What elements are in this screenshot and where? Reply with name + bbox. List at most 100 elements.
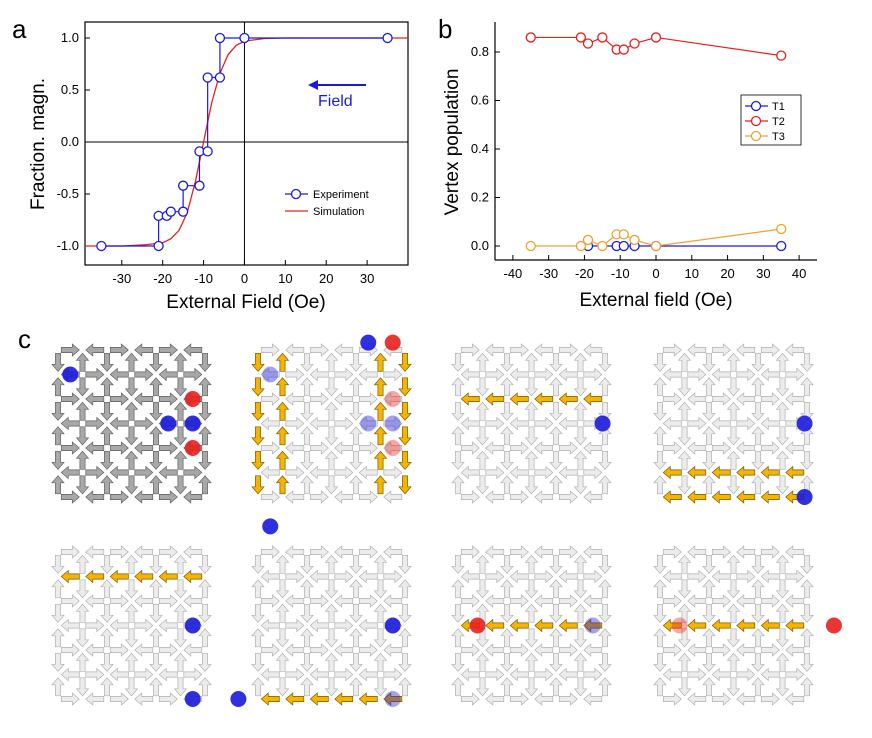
magnetic-charge-blue <box>360 334 377 351</box>
spin-arrow <box>75 677 90 697</box>
spin-arrow <box>251 352 265 372</box>
spin-arrow <box>158 692 178 706</box>
spin-arrow <box>760 392 780 406</box>
spin-arrow <box>460 569 480 584</box>
spin-arrow <box>736 490 756 504</box>
chart-a-ylabel: Fraction. magn. <box>28 78 49 210</box>
spin-arrow <box>775 426 790 446</box>
spin-arrow <box>451 426 465 446</box>
experiment-point <box>177 180 189 191</box>
spin-arrow <box>158 441 178 455</box>
spin-arrow <box>451 377 465 397</box>
spin-arrow <box>711 643 731 657</box>
spin-arrow <box>158 367 178 382</box>
spin-arrow <box>398 579 412 599</box>
chart-a-magnetization: -30 -20 -10 0 10 20 30 -1.0 -0.5 0.0 0.5 1.0 Extern… <box>28 21 409 313</box>
spin-arrow <box>800 377 814 397</box>
spin-arrow <box>198 603 212 623</box>
spin-arrow <box>775 652 790 672</box>
spin-arrow <box>460 594 480 608</box>
spin-arrow <box>485 490 505 504</box>
spin-arrow <box>711 343 731 357</box>
experiment-point <box>239 32 250 44</box>
spin-arrow <box>800 579 814 599</box>
spin-arrow <box>598 579 612 599</box>
spin-arrow <box>324 377 339 397</box>
spin-arrow <box>583 594 603 608</box>
spin-arrow <box>309 392 329 406</box>
spin-arrow <box>534 367 554 382</box>
spin-arrow <box>702 603 716 623</box>
spin-arrow <box>324 554 339 574</box>
spin-arrow <box>309 569 329 584</box>
spin-arrow <box>373 579 388 599</box>
spin-arrow <box>75 475 90 495</box>
spin-arrow <box>173 603 188 623</box>
spin-arrow <box>573 401 588 421</box>
spin-arrow <box>383 643 403 657</box>
spin-arrow <box>173 401 188 421</box>
spin-arrow <box>124 426 139 446</box>
spin-arrow <box>711 392 731 406</box>
spin-arrow <box>275 450 290 470</box>
spin-arrow <box>183 667 203 682</box>
chart-a-ytick-label: -0.5 <box>57 186 79 201</box>
spin-arrow <box>509 416 529 431</box>
chart-a-ytick-label: 0.5 <box>61 82 79 97</box>
spin-arrow <box>662 545 682 559</box>
magnetic-charge-red <box>384 440 401 456</box>
spin-arrow <box>775 628 790 648</box>
spin-arrow <box>524 628 539 648</box>
chart-a-xtick-label: 0 <box>241 271 248 286</box>
spin-arrow <box>383 569 403 584</box>
spin-arrow <box>534 465 554 480</box>
spin-arrow <box>760 643 780 657</box>
spin-arrow <box>524 377 539 397</box>
spin-arrow <box>300 579 314 599</box>
series-t3-point <box>582 234 594 246</box>
spin-arrow <box>711 594 731 608</box>
spin-arrow <box>109 569 129 584</box>
spin-arrow <box>149 579 163 599</box>
spin-arrow <box>173 426 188 446</box>
spin-arrow <box>124 628 139 648</box>
chart-a-legend: Experiment Simulation <box>285 188 369 218</box>
spin-arrow <box>60 490 80 504</box>
spin-arrow <box>398 475 412 495</box>
field-annotation-label: Field <box>318 93 353 110</box>
spin-arrow <box>173 677 188 697</box>
spin-arrow <box>687 343 707 357</box>
spin-arrow <box>109 692 129 706</box>
experiment-point <box>202 146 213 157</box>
spin-arrow <box>775 579 790 599</box>
spin-arrow <box>726 475 741 495</box>
spin-arrow <box>500 579 514 599</box>
spin-arrow <box>751 475 765 495</box>
spin-arrow <box>134 490 154 504</box>
magnetic-charge-blue <box>184 691 201 707</box>
spin-arrow <box>662 569 682 584</box>
spin-arrow <box>583 692 603 706</box>
spin-arrow <box>183 545 203 559</box>
spin-arrow <box>785 367 805 382</box>
spin-arrow <box>451 475 465 495</box>
spin-arrow <box>198 628 212 648</box>
spin-arrow <box>775 603 790 623</box>
spin-arrow <box>598 450 612 470</box>
spin-arrow <box>334 367 354 382</box>
spin-arrow <box>702 677 716 697</box>
spin-arrow <box>460 392 480 406</box>
spin-arrow <box>260 392 280 406</box>
spin-arrow <box>75 554 90 574</box>
spin-arrow <box>285 465 305 480</box>
spin-arrow <box>702 475 716 495</box>
spin-arrow <box>702 426 716 446</box>
spin-arrow <box>134 343 154 357</box>
spin-arrow <box>534 343 554 357</box>
spin-arrow <box>662 416 682 431</box>
spin-arrow <box>760 618 780 633</box>
spin-arrow <box>524 475 539 495</box>
spin-arrow <box>100 377 114 397</box>
spin-arrow <box>334 594 354 608</box>
spin-arrow <box>349 677 363 697</box>
